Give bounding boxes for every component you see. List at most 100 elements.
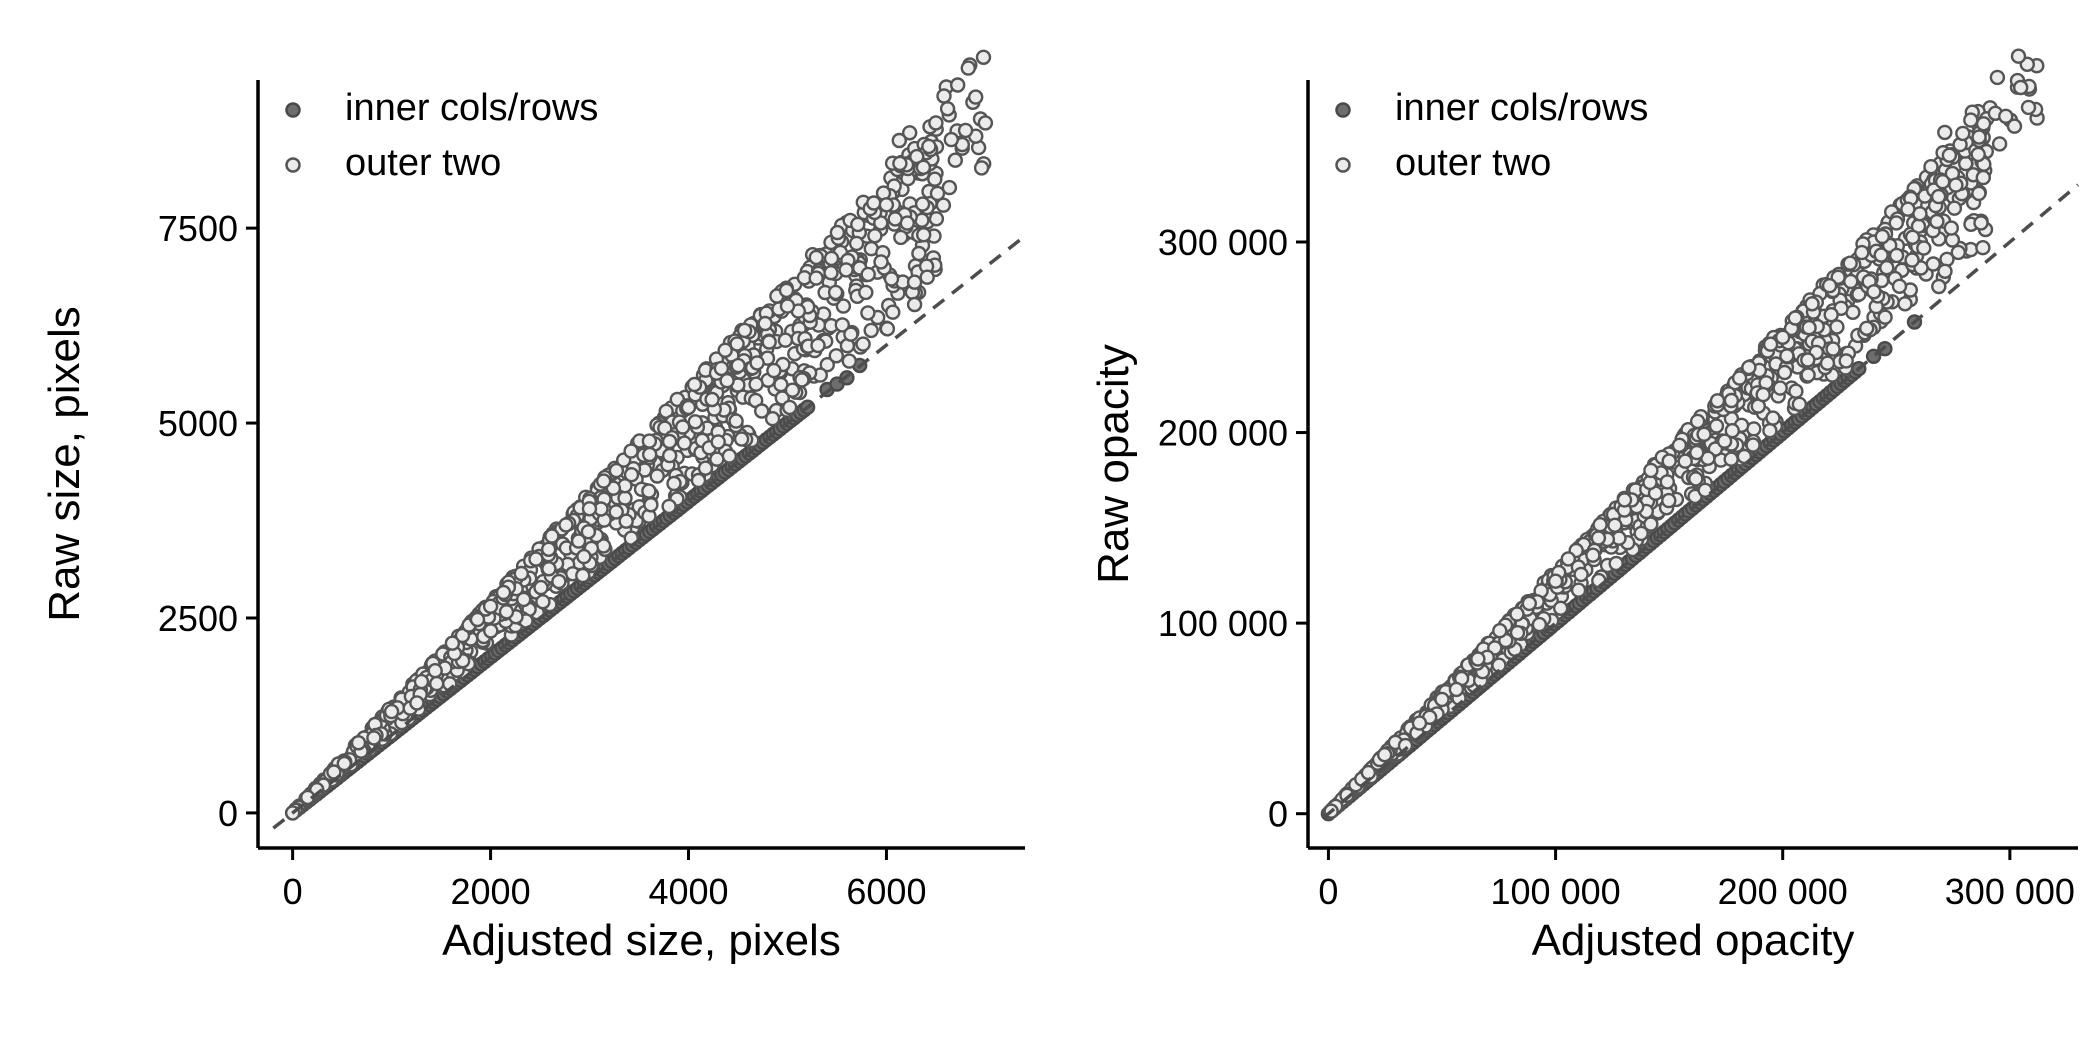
size-outer-point (709, 451, 725, 467)
size-outer-point (921, 138, 937, 155)
opacity-legend-inner-marker (1335, 102, 1351, 118)
size-outer-point (902, 125, 918, 141)
size-outer-point (892, 155, 908, 172)
size-x-tick-label: 4000 (648, 871, 728, 912)
opacity-outer-point (1991, 136, 2008, 152)
opacity-outer-point (1916, 240, 1932, 256)
size-y-tick-label: 2500 (158, 598, 238, 639)
size-outer-point (413, 673, 430, 690)
size-x-tick-label: 0 (283, 871, 303, 912)
opacity-outer-point (1842, 255, 1858, 271)
opacity-outer-point (1931, 278, 1947, 295)
opacity-y-axis-title: Raw opacity (1089, 344, 1138, 584)
size-identity-line (272, 234, 1027, 830)
size-outer-point (887, 211, 903, 227)
size-outer-point (533, 579, 549, 596)
size-outer-point (935, 197, 952, 213)
opacity-outer-point (1531, 616, 1548, 633)
opacity-outer-point (1970, 146, 1986, 163)
size-outer-point (596, 473, 612, 489)
size-outer-point (823, 265, 839, 281)
opacity-outer-point (1696, 426, 1712, 442)
size-outer-point (754, 403, 770, 419)
size-outer-point (643, 497, 659, 513)
size-outer-point (608, 504, 624, 520)
size-outer-point (779, 298, 796, 314)
size-outer-point (834, 317, 850, 333)
opacity-outer-point (1560, 551, 1577, 567)
size-outer-point (697, 460, 714, 476)
size-outer-point (623, 467, 640, 483)
size-outer-point (808, 270, 824, 286)
size-legend-outer-label: outer two (345, 142, 501, 184)
size-outer-point (766, 362, 782, 379)
opacity-outer-point (1765, 410, 1781, 426)
opacity-outer-point (1677, 453, 1693, 469)
opacity-outer-point (1937, 124, 1953, 141)
opacity-outer-point (1547, 573, 1564, 589)
opacity-outer-point (1774, 329, 1791, 345)
opacity-x-tick-label: 200 000 (1718, 871, 1848, 912)
size-outer-point (528, 551, 544, 567)
size-y-tick-label: 0 (218, 793, 238, 834)
opacity-outer-point (1975, 169, 1992, 186)
size-outer-point (777, 332, 794, 348)
size-outer-point (733, 431, 750, 447)
opacity-outer-point (1934, 173, 1951, 190)
opacity-outer-point (1941, 147, 1958, 164)
size-outer-point (710, 434, 726, 450)
size-outer-point (835, 298, 852, 314)
opacity-outer-point (1608, 555, 1624, 572)
opacity-y-tick-label: 200 000 (1158, 413, 1288, 454)
opacity-x-tick-label: 0 (1318, 871, 1338, 912)
size-outer-point (728, 413, 744, 429)
opacity-outer-point (1762, 336, 1779, 352)
size-outer-point (929, 185, 946, 202)
size-outer-point (879, 321, 896, 337)
size-outer-point (858, 284, 874, 301)
size-x-tick-label: 6000 (846, 871, 926, 912)
opacity-y-tick-label: 0 (1268, 794, 1288, 835)
size-outer-point (915, 159, 932, 176)
opacity-outer-point (1661, 492, 1677, 509)
opacity-outer-point (1866, 284, 1882, 300)
size-outer-point (936, 88, 952, 104)
size-outer-point (928, 115, 944, 131)
opacity-outer-point (1590, 530, 1607, 546)
opacity-outer-point (1723, 392, 1740, 409)
size-outer-point (848, 235, 865, 252)
opacity-outer-point (1929, 213, 1945, 230)
size-outer-point (855, 336, 871, 352)
opacity-outer-point (1888, 215, 1905, 231)
opacity-outer-point (1616, 492, 1633, 508)
opacity-outer-point (1879, 260, 1895, 276)
size-outer-point (581, 501, 598, 517)
size-outer-point (829, 224, 846, 241)
size-outer-point (336, 755, 352, 772)
size-scatter-panel: 0 2000 4000 6000 0 2500 5000 7500 Adjusted size… (40, 49, 1027, 965)
opacity-outer-point (2020, 99, 2037, 116)
size-outer-point (957, 122, 974, 139)
size-outer-point (558, 517, 574, 533)
opacity-outer-point (2006, 118, 2023, 134)
opacity-outer-point (1923, 158, 1939, 175)
opacity-ticks-layer: 0 100 000 200 000 300 000 0 100 000 200 000 300… (1158, 222, 2075, 912)
size-outer-point (544, 528, 560, 544)
size-outer-point (916, 227, 932, 243)
size-outer-point (950, 77, 966, 93)
size-outer-point (676, 435, 693, 451)
size-outer-point (883, 271, 900, 287)
opacity-outer-point (1671, 437, 1688, 453)
opacity-outer-point (1838, 353, 1854, 369)
opacity-outer-point (1900, 201, 1916, 217)
size-outer-point (906, 296, 923, 313)
size-outer-point (885, 304, 901, 320)
size-outer-point (482, 598, 499, 614)
opacity-outer-point (1689, 413, 1706, 430)
size-outer-point (749, 355, 765, 371)
size-outer-point (860, 266, 876, 283)
opacity-outer-point (1470, 651, 1486, 667)
size-outer-point (649, 468, 665, 484)
size-outer-point (721, 448, 738, 464)
size-legend-outer-marker (285, 157, 301, 173)
